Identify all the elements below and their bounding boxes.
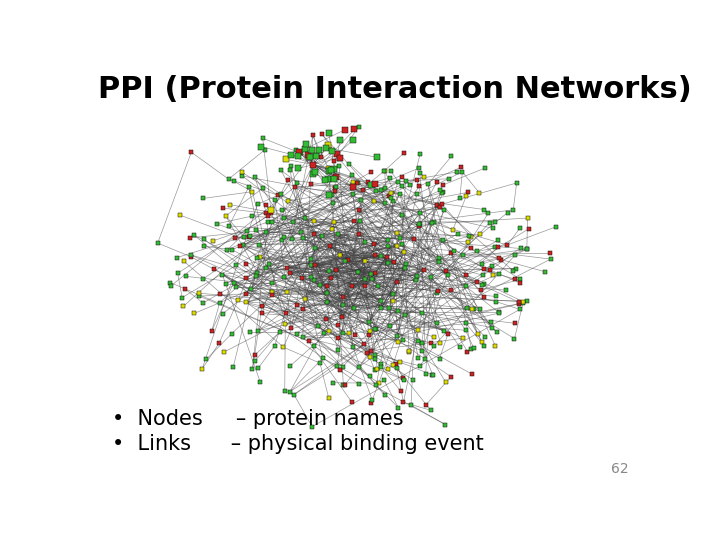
Text: •  Nodes     – protein names: • Nodes – protein names [112, 409, 404, 429]
Text: 62: 62 [611, 462, 629, 476]
Text: •  Links      – physical binding event: • Links – physical binding event [112, 434, 484, 454]
Text: PPI (Protein Interaction Networks): PPI (Protein Interaction Networks) [99, 75, 692, 104]
